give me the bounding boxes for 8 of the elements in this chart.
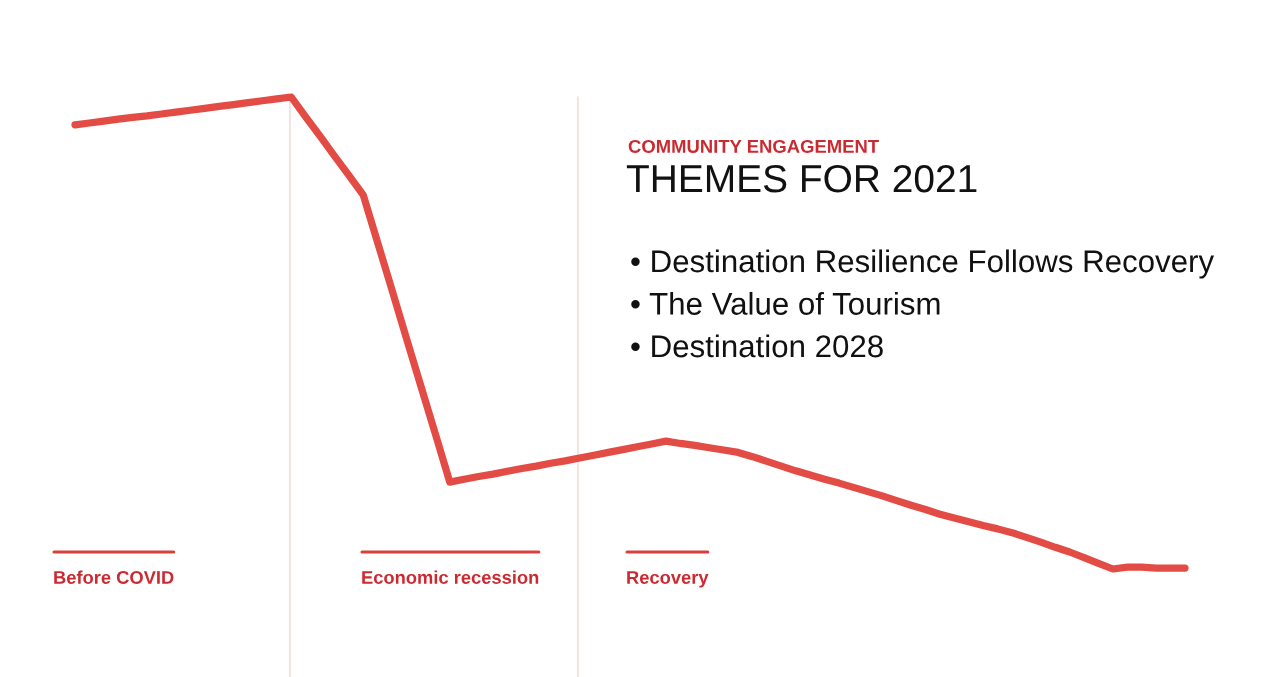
text: THEMES FOR 2021 bbox=[626, 164, 977, 193]
annotation: • The Value of Tourism bbox=[631, 291, 940, 315]
text: Before COVID bbox=[54, 570, 174, 584]
text: Recovery bbox=[627, 571, 709, 588]
text: Economic recession bbox=[362, 570, 539, 584]
annotation: • Destination 2028 bbox=[631, 334, 883, 358]
text: COMMUNITY ENGAGEMENT bbox=[628, 139, 879, 153]
annotation: • Destination Resilience Follows Recovery bbox=[631, 249, 1215, 279]
